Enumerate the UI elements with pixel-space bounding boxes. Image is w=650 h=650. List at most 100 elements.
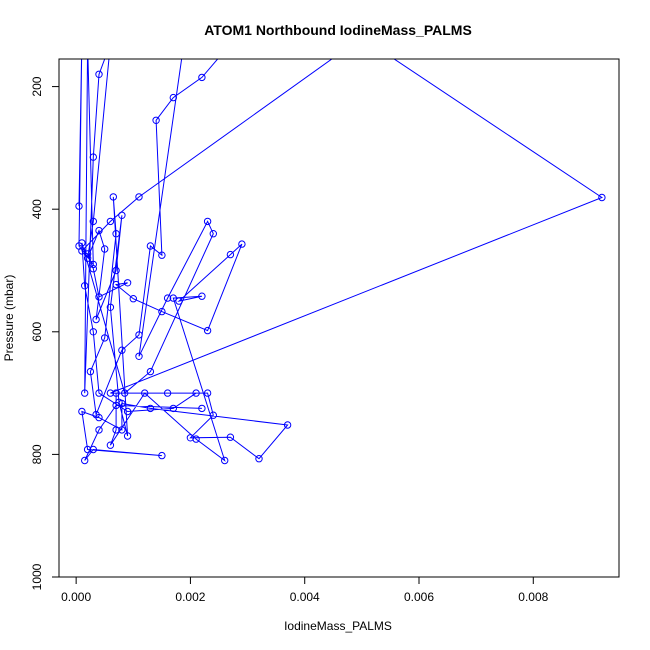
data-point bbox=[146, 242, 155, 250]
data-point bbox=[123, 407, 132, 416]
data-point bbox=[109, 193, 118, 201]
data-point bbox=[101, 245, 109, 253]
data-point bbox=[146, 404, 155, 413]
data-point bbox=[106, 389, 115, 397]
data-point bbox=[169, 294, 178, 302]
data-point bbox=[226, 433, 235, 441]
data-point bbox=[135, 331, 143, 339]
data-point bbox=[163, 294, 172, 302]
data-point bbox=[81, 456, 89, 465]
data-point bbox=[198, 404, 206, 413]
data-point bbox=[186, 434, 195, 442]
data-point bbox=[112, 389, 120, 397]
data-point bbox=[81, 282, 89, 290]
data-point bbox=[89, 265, 98, 273]
data-point bbox=[89, 328, 98, 336]
data-point bbox=[226, 250, 235, 259]
x-axis-label: IodineMass_PALMS bbox=[284, 619, 392, 633]
data-point bbox=[95, 226, 103, 235]
data-point bbox=[209, 230, 218, 238]
data-point bbox=[158, 451, 166, 460]
data-point bbox=[158, 251, 166, 259]
data-point bbox=[192, 389, 200, 397]
data-point bbox=[158, 307, 166, 316]
data-point bbox=[141, 389, 149, 397]
y-axis-label: Pressure (mbar) bbox=[2, 275, 16, 362]
data-point bbox=[78, 407, 86, 416]
data-point bbox=[79, 34, 85, 40]
data-point bbox=[78, 247, 86, 255]
data-point bbox=[89, 445, 98, 454]
data-point bbox=[182, 34, 188, 40]
y-tick-label: 1000 bbox=[30, 563, 44, 590]
data-point bbox=[129, 295, 138, 303]
data-point bbox=[118, 211, 126, 220]
x-tick-label: 0.002 bbox=[175, 590, 205, 604]
data-point bbox=[198, 73, 206, 82]
chart-title: ATOM1 Northbound IodineMass_PALMS bbox=[204, 22, 472, 38]
data-point bbox=[169, 93, 178, 102]
data-point bbox=[146, 367, 155, 376]
data-point bbox=[101, 334, 109, 342]
data-point bbox=[255, 455, 263, 463]
data-point bbox=[95, 293, 103, 301]
data-point bbox=[106, 217, 115, 226]
data-point bbox=[112, 266, 120, 275]
data-point bbox=[81, 389, 89, 397]
data-point bbox=[198, 292, 206, 300]
y-tick-label: 400 bbox=[30, 199, 44, 219]
data-point bbox=[203, 389, 212, 397]
data-point bbox=[118, 346, 126, 354]
data-point bbox=[169, 404, 178, 413]
data-point bbox=[95, 389, 103, 397]
data-point bbox=[78, 239, 86, 247]
x-axis: 0.000 0.002 0.004 0.006 0.008 bbox=[61, 576, 549, 604]
data-point bbox=[75, 202, 83, 210]
data-point bbox=[112, 401, 120, 410]
data-point bbox=[83, 445, 92, 454]
data-point bbox=[95, 413, 103, 422]
plot-frame bbox=[58, 58, 620, 578]
data-point bbox=[118, 426, 126, 434]
data-point bbox=[83, 250, 92, 258]
x-tick-label: 0.008 bbox=[518, 590, 548, 604]
series-layer bbox=[75, 34, 606, 465]
y-tick-label: 800 bbox=[30, 444, 44, 464]
x-tick-label: 0.000 bbox=[61, 590, 91, 604]
data-point bbox=[95, 70, 103, 79]
data-point bbox=[89, 260, 98, 269]
data-point bbox=[221, 456, 229, 465]
data-point bbox=[238, 240, 246, 248]
data-point bbox=[123, 279, 132, 287]
data-point bbox=[95, 426, 103, 434]
data-point bbox=[203, 326, 212, 335]
y-tick-label: 600 bbox=[30, 321, 44, 341]
data-point bbox=[203, 217, 212, 226]
data-point bbox=[112, 230, 120, 238]
data-point bbox=[598, 193, 606, 202]
data-point bbox=[175, 297, 183, 305]
data-point bbox=[112, 426, 120, 434]
data-point bbox=[121, 389, 129, 397]
data-point bbox=[89, 217, 98, 226]
y-tick-label: 200 bbox=[30, 76, 44, 96]
data-point bbox=[107, 41, 113, 47]
data-point bbox=[135, 193, 143, 201]
data-point bbox=[86, 367, 95, 376]
data-point bbox=[106, 303, 115, 311]
data-point bbox=[152, 116, 160, 125]
data-point bbox=[84, 41, 90, 47]
series-line bbox=[78, 59, 603, 462]
data-point bbox=[83, 254, 92, 262]
data-point bbox=[89, 153, 98, 161]
data-point bbox=[106, 441, 115, 449]
data-point bbox=[283, 421, 292, 429]
data-point bbox=[209, 411, 218, 419]
data-point bbox=[163, 389, 172, 397]
x-tick-label: 0.004 bbox=[290, 590, 320, 604]
data-point bbox=[135, 352, 143, 360]
data-point bbox=[92, 315, 100, 324]
x-tick-label: 0.006 bbox=[404, 590, 434, 604]
data-point bbox=[112, 280, 120, 289]
